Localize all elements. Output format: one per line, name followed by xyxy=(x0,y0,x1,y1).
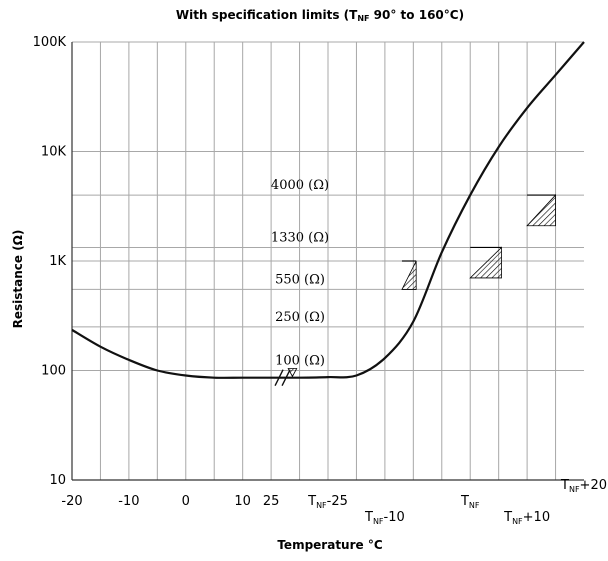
x-axis-label: Temperature °C xyxy=(277,538,383,552)
y-tick-label: 1K xyxy=(49,254,66,269)
level-label: 250 (Ω) xyxy=(275,310,325,325)
x-tick-label: TNF+20 xyxy=(560,478,607,494)
x-tick-label: TNF+10 xyxy=(503,510,550,526)
level-label: 550 (Ω) xyxy=(275,272,325,287)
y-tick-label: 100 xyxy=(41,364,66,379)
axis-break-mark xyxy=(281,369,291,386)
y-tick-label: 10K xyxy=(41,145,67,160)
x-tick-label: 0 xyxy=(182,494,190,509)
x-tick-label: TNF-25 xyxy=(307,494,348,510)
x-tick-label: -20 xyxy=(61,494,82,509)
x-tick-label: -10 xyxy=(118,494,139,509)
tolerance-zone xyxy=(526,194,556,227)
level-label: 4000 (Ω) xyxy=(271,178,329,193)
y-tick-label: 100K xyxy=(33,35,67,50)
axis-break-mark xyxy=(274,369,284,386)
x-tick-label: TNF-10 xyxy=(364,510,405,526)
level-label: 100 (Ω) xyxy=(275,354,325,369)
x-tick-label: 10 xyxy=(234,494,251,509)
tolerance-zone xyxy=(401,260,417,290)
chart-title: With specification limits (TNF 90° to 16… xyxy=(175,8,465,23)
y-tick-label: 10 xyxy=(49,473,66,488)
level-label: 1330 (Ω) xyxy=(271,230,329,245)
x-tick-label: 25 xyxy=(263,494,280,509)
x-tick-label: TNF xyxy=(460,494,480,510)
tolerance-zone xyxy=(469,246,502,279)
resistance-curve xyxy=(71,41,585,379)
